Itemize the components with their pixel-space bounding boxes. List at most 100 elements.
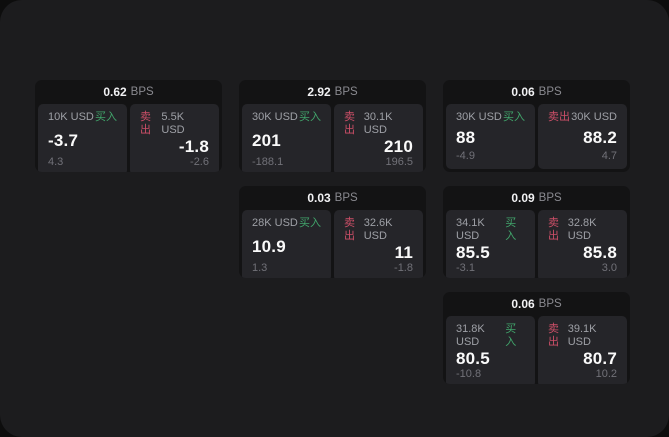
card-body: 30K USD 买入 201 -188.1 卖出 30.1K USD 210 1…: [239, 104, 426, 172]
quote-cards-grid: 0.62 BPS 10K USD 买入 -3.7 4.3 卖出 5.5K USD: [35, 80, 630, 384]
buy-price: 85.5: [456, 243, 490, 262]
buy-side-label: 买入: [299, 111, 321, 123]
bps-value: 0.62: [103, 85, 127, 99]
bps-value: 0.06: [511, 297, 535, 311]
sell-sub-value: -1.8: [394, 262, 413, 274]
quote-card: 0.09 BPS 34.1K USD 买入 85.5 -3.1 卖出 32.8K…: [443, 186, 630, 278]
bps-value: 0.06: [511, 85, 535, 99]
sell-size-label: 32.6K USD: [363, 217, 393, 242]
sell-side-label: 卖出: [548, 323, 559, 348]
buy-sub-value: -4.9: [456, 150, 475, 162]
card-body: 34.1K USD 买入 85.5 -3.1 卖出 32.8K USD 85.8…: [443, 210, 630, 278]
quote-card: 0.62 BPS 10K USD 买入 -3.7 4.3 卖出 5.5K USD: [35, 80, 222, 172]
sell-sub-value: 4.7: [601, 150, 617, 162]
bps-value: 0.09: [511, 191, 535, 205]
buy-pane[interactable]: 31.8K USD 买入 80.5 -10.8: [446, 316, 535, 384]
buy-side-label: 买入: [505, 323, 517, 348]
sell-price: 11: [394, 243, 413, 262]
buy-pane-top: 30K USD 买入: [252, 111, 321, 124]
sell-pane-top: 卖出 5.5K USD: [140, 111, 209, 137]
buy-price: 10.9: [252, 236, 286, 256]
sell-pane[interactable]: 卖出 39.1K USD 80.7 10.2: [538, 316, 627, 384]
quote-card: 0.06 BPS 30K USD 买入 88 -4.9 卖出 30K USD: [443, 80, 630, 172]
sell-price: 85.8: [583, 243, 617, 262]
sell-sub-value: 10.2: [595, 368, 617, 380]
bps-unit-label: BPS: [538, 298, 562, 310]
buy-pane[interactable]: 30K USD 买入 88 -4.9: [446, 104, 535, 169]
sell-size-label: 5.5K USD: [161, 111, 185, 136]
buy-sub-value: 1.3: [252, 262, 268, 274]
sell-side-label: 卖出: [140, 111, 151, 136]
sell-pane[interactable]: 卖出 32.6K USD 11 -1.8: [334, 210, 423, 278]
buy-pane[interactable]: 34.1K USD 买入 85.5 -3.1: [446, 210, 535, 278]
buy-pane[interactable]: 30K USD 买入 201 -188.1: [242, 104, 331, 172]
sell-sub-value: 196.5: [385, 156, 413, 168]
buy-sub-value: -188.1: [252, 156, 284, 168]
buy-side-label: 买入: [505, 217, 517, 242]
sell-price: 80.7: [583, 349, 617, 368]
card-header: 2.92 BPS: [239, 80, 426, 104]
card-body: 31.8K USD 买入 80.5 -10.8 卖出 39.1K USD 80.…: [443, 316, 630, 384]
sell-sub-value: -2.6: [190, 156, 209, 168]
buy-pane-top: 31.8K USD 买入: [456, 323, 525, 349]
sell-size-label: 30.1K USD: [363, 111, 393, 136]
sell-price: 88.2: [583, 127, 617, 147]
bps-unit-label: BPS: [538, 192, 562, 204]
buy-size-label: 34.1K USD: [456, 217, 485, 242]
sell-size-label: 30K USD: [571, 111, 617, 123]
buy-sub-value: 4.3: [48, 156, 64, 168]
sell-side-label: 卖出: [344, 217, 355, 242]
buy-size-label: 30K USD: [456, 111, 502, 123]
sell-sub-value: 3.0: [601, 262, 617, 274]
buy-sub-value: -3.1: [456, 262, 475, 274]
buy-pane-top: 34.1K USD 买入: [456, 217, 525, 243]
sell-pane-top: 卖出 39.1K USD: [548, 323, 617, 349]
sell-side-label: 卖出: [548, 217, 559, 242]
quote-card: 0.06 BPS 31.8K USD 买入 80.5 -10.8 卖出 39.1…: [443, 292, 630, 384]
sell-pane-top: 卖出 32.8K USD: [548, 217, 617, 243]
bps-unit-label: BPS: [130, 86, 154, 98]
card-header: 0.62 BPS: [35, 80, 222, 104]
bps-value: 0.03: [307, 191, 331, 205]
sell-pane[interactable]: 卖出 32.8K USD 85.8 3.0: [538, 210, 627, 278]
card-body: 30K USD 买入 88 -4.9 卖出 30K USD 88.2 4.7: [443, 104, 630, 172]
buy-price: 80.5: [456, 349, 490, 368]
buy-pane-top: 30K USD 买入: [456, 111, 525, 124]
sell-side-label: 卖出: [344, 111, 355, 136]
sell-price: -1.8: [178, 137, 209, 156]
card-header: 0.09 BPS: [443, 186, 630, 210]
sell-pane[interactable]: 卖出 30K USD 88.2 4.7: [538, 104, 627, 169]
sell-pane-top: 卖出 30.1K USD: [344, 111, 413, 137]
bps-unit-label: BPS: [334, 192, 358, 204]
bps-value: 2.92: [307, 85, 331, 99]
buy-pane[interactable]: 28K USD 买入 10.9 1.3: [242, 210, 331, 278]
quote-card: 2.92 BPS 30K USD 买入 201 -188.1 卖出 30.1K …: [239, 80, 426, 172]
card-header: 0.06 BPS: [443, 292, 630, 316]
bps-unit-label: BPS: [334, 86, 358, 98]
sell-size-label: 39.1K USD: [567, 323, 597, 348]
buy-pane-top: 28K USD 买入: [252, 217, 321, 230]
buy-side-label: 买入: [95, 111, 117, 123]
buy-side-label: 买入: [503, 111, 525, 123]
buy-size-label: 28K USD: [252, 217, 298, 229]
sell-pane-top: 卖出 32.6K USD: [344, 217, 413, 243]
buy-pane-top: 10K USD 买入: [48, 111, 117, 124]
buy-price: -3.7: [48, 130, 79, 150]
sell-size-label: 32.8K USD: [567, 217, 597, 242]
quote-card: 0.03 BPS 28K USD 买入 10.9 1.3 卖出 32.6K US…: [239, 186, 426, 278]
bps-unit-label: BPS: [538, 86, 562, 98]
card-header: 0.03 BPS: [239, 186, 426, 210]
buy-size-label: 10K USD: [48, 111, 94, 123]
sell-side-label: 卖出: [548, 111, 570, 123]
buy-price: 88: [456, 127, 476, 147]
buy-pane[interactable]: 10K USD 买入 -3.7 4.3: [38, 104, 127, 172]
sell-pane[interactable]: 卖出 5.5K USD -1.8 -2.6: [130, 104, 219, 172]
card-body: 28K USD 买入 10.9 1.3 卖出 32.6K USD 11 -1.8: [239, 210, 426, 278]
card-header: 0.06 BPS: [443, 80, 630, 104]
buy-side-label: 买入: [299, 217, 321, 229]
sell-pane-top: 卖出 30K USD: [548, 111, 617, 124]
buy-size-label: 31.8K USD: [456, 323, 485, 348]
buy-sub-value: -10.8: [456, 368, 482, 380]
sell-pane[interactable]: 卖出 30.1K USD 210 196.5: [334, 104, 423, 172]
